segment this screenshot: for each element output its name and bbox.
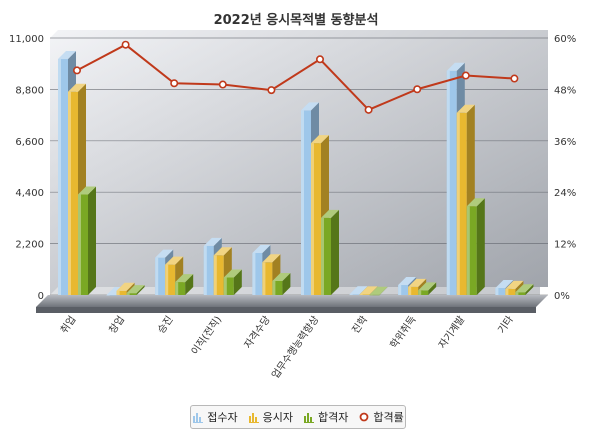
bar-합격자-학위취득 xyxy=(418,282,437,295)
y-left-tick-label: 11,000 xyxy=(9,34,44,45)
bar-합격자-자격수당 xyxy=(272,272,291,295)
x-tick-label: 학위취득 xyxy=(387,313,419,351)
legend-swatch-series-1 xyxy=(193,413,204,423)
x-tick-label: 승진 xyxy=(155,314,175,336)
legend-item-series-1[interactable]: 접수자 xyxy=(192,409,238,425)
y-left-tick-label: 6,600 xyxy=(15,137,44,148)
x-tick-label: 이직(전직) xyxy=(189,314,224,358)
legend-swatch-series-4 xyxy=(359,412,369,422)
line-point-자기계발 xyxy=(461,71,470,80)
y-left-tick-label: 2,200 xyxy=(15,240,44,251)
y-right-tick-label: 24% xyxy=(554,188,576,199)
chart-legend: 접수자 응시자 합격자 합격률 xyxy=(190,405,406,429)
line-point-창업 xyxy=(121,40,130,49)
line-point-자격수당 xyxy=(267,86,276,95)
legend-label-series-1: 접수자 xyxy=(207,411,238,424)
y-left-tick-label: 4,400 xyxy=(15,188,44,199)
legend-swatch-series-2 xyxy=(248,413,259,423)
bar-합격자-이직(전직) xyxy=(223,269,242,295)
plot-floor-top xyxy=(36,295,548,307)
line-point-학위취득 xyxy=(413,85,422,94)
legend-item-series-4[interactable]: 합격률 xyxy=(358,409,404,425)
y-right-tick-label: 36% xyxy=(554,137,576,148)
line-point-업무수행능력향상 xyxy=(315,55,324,64)
line-point-진학 xyxy=(364,105,373,114)
bar-합격자-진학 xyxy=(369,286,388,296)
legend-item-series-3[interactable]: 합격자 xyxy=(303,409,348,425)
bar-합격자-창업 xyxy=(126,285,145,295)
x-tick-label: 기타 xyxy=(495,314,515,336)
y-right-tick-label: 48% xyxy=(554,85,576,96)
bar-합격자-업무수행능력향상 xyxy=(321,209,339,295)
bar-합격자-기타 xyxy=(515,284,534,295)
x-tick-label: 업무수행능력향상 xyxy=(269,313,322,381)
y-right-tick-label: 0% xyxy=(554,291,570,302)
legend-label-series-4: 합격률 xyxy=(373,411,404,424)
y-left-tick-label: 8,800 xyxy=(15,85,44,96)
x-tick-label: 취업 xyxy=(57,313,78,336)
legend-label-series-3: 합격자 xyxy=(318,411,349,424)
legend-label-series-2: 응시자 xyxy=(262,411,293,424)
chart-title: 2022년 응시목적별 동향분석 xyxy=(214,12,379,28)
bar-합격자-취업 xyxy=(78,186,96,295)
line-point-기타 xyxy=(510,74,519,83)
legend-item-series-2[interactable]: 응시자 xyxy=(248,409,293,425)
line-point-이직(전직) xyxy=(218,80,227,89)
y-left-tick-label: 0 xyxy=(38,291,44,302)
x-tick-label: 자격수당 xyxy=(241,313,273,351)
series-line-합격률 xyxy=(76,43,515,112)
bar-합격자-승진 xyxy=(175,274,194,295)
line-point-승진 xyxy=(170,79,179,88)
bar-합격자-자기계발 xyxy=(466,198,485,295)
x-tick-label: 창업 xyxy=(106,313,127,336)
x-tick-label: 진학 xyxy=(350,314,370,336)
chart-canvas: 2022년 응시목적별 동향분석 0 2,200 4,400 6,600 8,800 11… xyxy=(9,12,576,381)
x-tick-label: 자기계발 xyxy=(436,314,467,351)
plot-floor-edge xyxy=(36,307,536,313)
line-point-취업 xyxy=(73,66,82,75)
legend-swatch-series-3 xyxy=(304,413,314,423)
y-right-tick-label: 60% xyxy=(554,34,576,45)
y-right-tick-label: 12% xyxy=(554,240,576,251)
